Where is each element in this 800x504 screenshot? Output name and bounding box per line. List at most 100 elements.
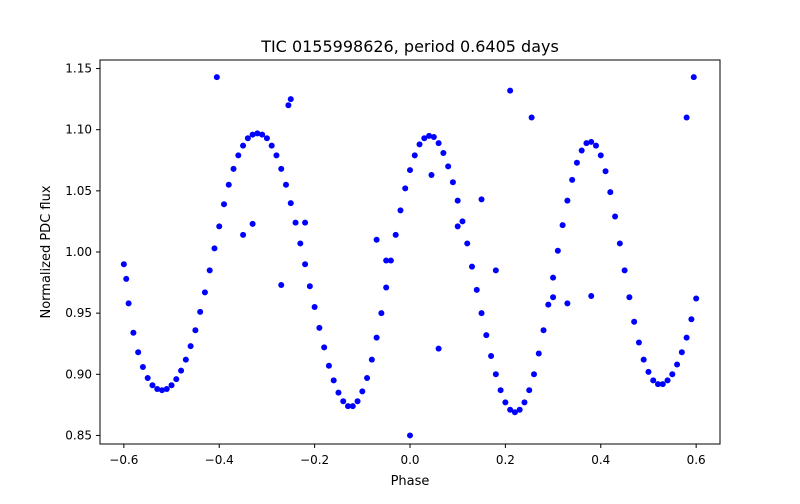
data-point bbox=[302, 219, 309, 226]
data-point bbox=[459, 218, 466, 225]
data-point bbox=[178, 367, 185, 374]
data-point bbox=[201, 289, 208, 296]
data-point bbox=[650, 377, 657, 384]
data-points bbox=[120, 74, 700, 439]
data-point bbox=[492, 267, 499, 274]
data-point bbox=[564, 300, 571, 307]
data-point bbox=[235, 152, 242, 159]
data-point bbox=[683, 334, 690, 341]
data-point bbox=[335, 389, 342, 396]
data-point bbox=[483, 332, 490, 339]
data-point bbox=[349, 403, 356, 410]
y-tick-label: 0.85 bbox=[65, 428, 92, 442]
data-point bbox=[168, 382, 175, 389]
data-point bbox=[278, 165, 285, 172]
data-point bbox=[578, 147, 585, 154]
data-point bbox=[655, 381, 661, 388]
y-tick-label: 0.95 bbox=[65, 306, 92, 320]
data-point bbox=[430, 134, 437, 141]
x-tick-label: 0.2 bbox=[496, 453, 515, 467]
data-point bbox=[192, 327, 199, 334]
data-point bbox=[507, 406, 514, 413]
data-point bbox=[216, 223, 223, 230]
chart-title: TIC 0155998626, period 0.6405 days bbox=[260, 37, 559, 56]
data-point bbox=[674, 361, 681, 368]
data-point bbox=[526, 387, 533, 394]
data-point bbox=[473, 286, 480, 293]
x-axis-ticks: −0.6 −0.4 −0.2 0.0 0.2 0.4 0.6 bbox=[109, 444, 706, 467]
data-point bbox=[502, 399, 509, 406]
data-point bbox=[139, 363, 146, 370]
data-point bbox=[569, 176, 576, 183]
data-point bbox=[144, 374, 151, 381]
data-point bbox=[345, 403, 351, 410]
data-point bbox=[123, 275, 130, 282]
data-point bbox=[640, 356, 647, 363]
data-point bbox=[225, 181, 232, 188]
data-point bbox=[392, 231, 399, 238]
data-point bbox=[645, 368, 652, 375]
data-point bbox=[516, 406, 523, 413]
data-point bbox=[120, 261, 127, 268]
data-point bbox=[664, 377, 671, 384]
data-point bbox=[445, 163, 452, 170]
data-point bbox=[316, 324, 323, 331]
data-point bbox=[378, 310, 385, 317]
data-point bbox=[669, 371, 676, 378]
data-point bbox=[440, 149, 447, 156]
data-point bbox=[659, 381, 666, 388]
x-tick-label: 0.4 bbox=[591, 453, 610, 467]
data-point bbox=[678, 349, 685, 356]
data-point bbox=[163, 385, 170, 392]
data-point bbox=[149, 382, 156, 389]
data-point bbox=[263, 135, 270, 142]
data-point bbox=[631, 318, 638, 325]
data-point bbox=[528, 114, 535, 121]
data-point bbox=[454, 223, 461, 230]
data-point bbox=[690, 74, 697, 81]
data-point bbox=[683, 114, 690, 121]
x-axis-label: Phase bbox=[391, 474, 430, 489]
data-point bbox=[497, 387, 504, 394]
data-point bbox=[435, 140, 442, 147]
data-point bbox=[249, 220, 256, 227]
data-point bbox=[511, 409, 518, 416]
data-point bbox=[240, 142, 247, 149]
data-point bbox=[454, 197, 461, 204]
data-point bbox=[449, 179, 456, 186]
data-point bbox=[426, 132, 433, 139]
data-point bbox=[478, 310, 485, 317]
data-point bbox=[211, 245, 218, 252]
data-point bbox=[635, 339, 642, 346]
y-tick-label: 1.00 bbox=[65, 245, 92, 259]
data-point bbox=[330, 377, 337, 384]
data-point bbox=[531, 371, 537, 378]
data-point bbox=[588, 138, 595, 145]
data-point bbox=[273, 152, 280, 159]
data-point bbox=[373, 334, 380, 341]
data-point bbox=[206, 267, 213, 274]
data-point bbox=[311, 304, 318, 311]
data-point bbox=[321, 344, 328, 351]
data-point bbox=[287, 96, 294, 103]
data-point bbox=[297, 240, 304, 247]
y-axis-label: Normalized PDC flux bbox=[39, 185, 54, 318]
data-point bbox=[387, 257, 394, 264]
data-point bbox=[383, 257, 390, 264]
data-point bbox=[507, 87, 514, 94]
data-point bbox=[535, 350, 542, 357]
data-point bbox=[340, 398, 347, 405]
data-point bbox=[306, 283, 313, 290]
x-tick-label: 0.6 bbox=[687, 453, 706, 467]
plot-frame bbox=[99, 59, 721, 445]
data-point bbox=[411, 152, 418, 159]
data-point bbox=[368, 356, 375, 363]
y-tick-label: 1.15 bbox=[65, 62, 92, 76]
data-point bbox=[550, 294, 557, 301]
data-point bbox=[521, 399, 528, 406]
x-tick-label: 0.0 bbox=[400, 453, 419, 467]
data-point bbox=[130, 329, 137, 336]
data-point bbox=[283, 181, 289, 188]
